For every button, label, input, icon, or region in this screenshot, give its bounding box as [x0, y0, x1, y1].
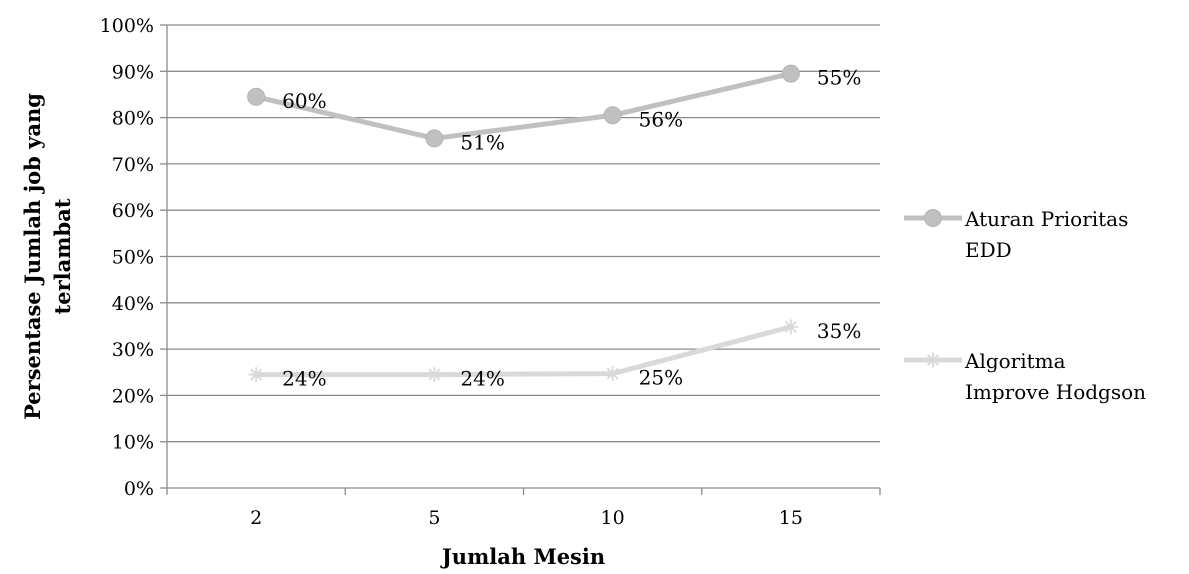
y-tick-label: 90% — [112, 61, 154, 83]
y-tick-labels: 0% 10% 20% 30% 40% 50% 60% 70% 80% 90% 100% — [100, 15, 154, 500]
series-1-point — [247, 87, 266, 106]
data-label: 55% — [817, 66, 861, 90]
legend-label: Improve Hodgson — [965, 380, 1146, 404]
y-tick-label: 80% — [112, 108, 154, 130]
y-tick-label: 60% — [112, 200, 154, 222]
series-2-point — [248, 367, 264, 383]
series-1-point — [781, 64, 800, 83]
data-label: 24% — [282, 367, 326, 391]
y-tick-label: 0% — [124, 478, 154, 500]
data-label: 56% — [639, 107, 683, 131]
data-labels: 60% 51% 56% 55% 24% 24% 25% 35% — [282, 66, 861, 391]
legend: Aturan Prioritas EDD Algoritma Improve Hodg… — [904, 207, 1146, 404]
data-label: 24% — [460, 367, 504, 391]
y-tick-label: 40% — [112, 293, 154, 315]
y-axis-title-line-1: Persentase Jumlah job yang — [20, 93, 45, 420]
y-tick-label: 50% — [112, 247, 154, 269]
x-tick-label: 2 — [250, 507, 262, 529]
data-label: 35% — [817, 319, 861, 343]
gridlines — [167, 24, 880, 443]
legend-label: Algoritma — [964, 349, 1066, 373]
x-tick-label: 10 — [601, 507, 625, 529]
y-tick-label: 30% — [112, 339, 154, 361]
series-1-point — [603, 106, 622, 125]
axes — [160, 24, 881, 495]
y-tick-label: 20% — [112, 385, 154, 407]
series-2-point — [783, 319, 799, 335]
legend-item-2: Algoritma Improve Hodgson — [904, 349, 1146, 404]
legend-label: Aturan Prioritas — [964, 207, 1128, 231]
x-tick-labels: 2 5 10 15 — [250, 507, 803, 529]
x-tick-label: 5 — [428, 507, 440, 529]
series-line-2 — [253, 324, 794, 378]
series-line-1 — [253, 71, 794, 141]
legend-marker — [925, 352, 941, 368]
data-label: 51% — [460, 130, 504, 154]
data-label: 25% — [639, 366, 683, 390]
legend-label: EDD — [965, 238, 1012, 262]
y-tick-label: 70% — [112, 154, 154, 176]
y-tick-label: 10% — [112, 432, 154, 454]
series-2-point — [605, 366, 621, 382]
y-tick-label: 100% — [100, 15, 154, 37]
y-axis-title-line-2: terlambat — [50, 198, 75, 314]
legend-marker — [924, 209, 942, 227]
x-tick-label: 15 — [779, 507, 803, 529]
series-1-point — [425, 129, 444, 148]
series-group — [247, 64, 800, 383]
series-2-point — [426, 367, 442, 383]
data-label: 60% — [282, 89, 326, 113]
x-axis-title: Jumlah Mesin — [440, 544, 605, 569]
legend-item-1: Aturan Prioritas EDD — [904, 207, 1128, 262]
